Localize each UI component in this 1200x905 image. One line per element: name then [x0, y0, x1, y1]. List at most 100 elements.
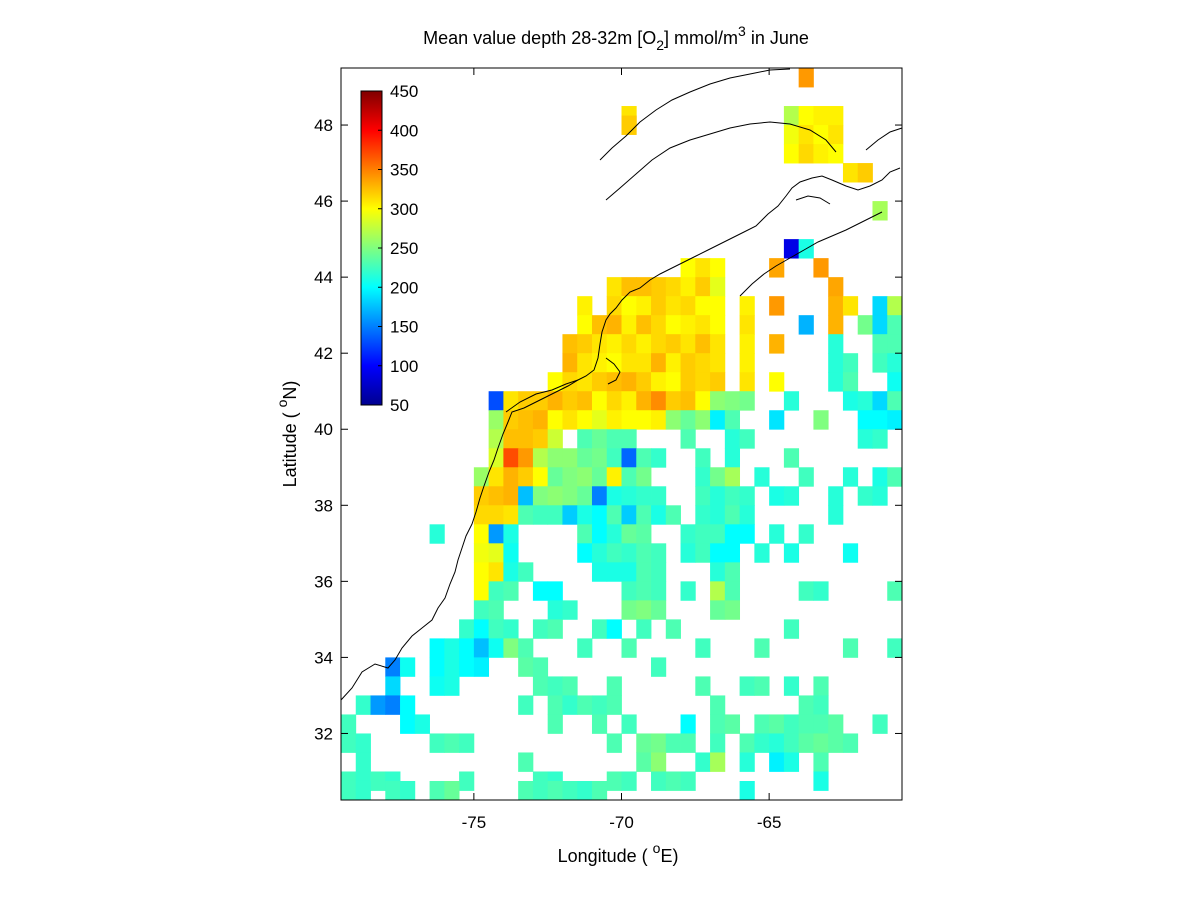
- heatmap-cell: [651, 486, 667, 506]
- heatmap-cell: [591, 410, 608, 430]
- heatmap-cell: [591, 391, 608, 411]
- heatmap-cell: [680, 410, 696, 430]
- heatmap-cell: [651, 771, 667, 791]
- heatmap-cell: [724, 391, 741, 411]
- heatmap-cell: [370, 695, 386, 715]
- heatmap-cell: [680, 771, 696, 791]
- heatmap-cell: [562, 695, 578, 715]
- heatmap-cell: [665, 391, 681, 411]
- heatmap-cell: [680, 258, 696, 278]
- heatmap-cell: [532, 486, 549, 506]
- heatmap-cell: [621, 467, 637, 487]
- heatmap-cell: [636, 505, 652, 525]
- heatmap-cell: [651, 543, 667, 563]
- heatmap-cell: [680, 334, 696, 354]
- chart-title-sup: 3: [738, 23, 746, 39]
- heatmap-cell: [518, 391, 534, 411]
- heatmap-cell: [473, 486, 490, 506]
- heatmap-cell: [695, 372, 711, 392]
- coastline-st-lawrence-north: [599, 68, 791, 161]
- heatmap-cell: [813, 106, 829, 126]
- heatmap-cell: [532, 448, 549, 468]
- heatmap-cell: [887, 638, 903, 658]
- heatmap-cell: [857, 315, 873, 335]
- heatmap-cell: [621, 581, 637, 601]
- heatmap-cell: [577, 543, 593, 563]
- heatmap-cell: [813, 695, 829, 715]
- heatmap-cell: [710, 486, 726, 506]
- heatmap-cell: [813, 125, 829, 145]
- heatmap-cell: [872, 391, 888, 411]
- heatmap-cell: [532, 619, 549, 639]
- heatmap-cell: [828, 277, 844, 297]
- heatmap-cell: [562, 780, 578, 801]
- heatmap-cell: [606, 562, 622, 582]
- heatmap-cell: [488, 486, 504, 506]
- heatmap-cell: [695, 752, 711, 772]
- heatmap-cell: [857, 163, 873, 183]
- heatmap-cell: [562, 410, 578, 430]
- x-axis-label-sup: o: [653, 840, 661, 856]
- heatmap-cell: [591, 315, 608, 335]
- heatmap-cell: [798, 106, 814, 126]
- heatmap-cell: [887, 315, 903, 335]
- heatmap-cell: [591, 619, 608, 639]
- heatmap-cell: [665, 296, 681, 316]
- heatmap-cell: [798, 714, 814, 734]
- heatmap-cell: [724, 486, 741, 506]
- heatmap-cell: [606, 543, 622, 563]
- heatmap-cell: [488, 505, 504, 525]
- heatmap-cell: [783, 543, 800, 563]
- heatmap-cell: [887, 467, 903, 487]
- heatmap-cell: [621, 315, 637, 335]
- heatmap-cell: [562, 505, 578, 525]
- heatmap-cell: [680, 353, 696, 373]
- heatmap-cell: [798, 733, 814, 753]
- heatmap-cell: [695, 638, 711, 658]
- heatmap-cell: [400, 714, 416, 734]
- heatmap-cell: [651, 410, 667, 430]
- heatmap-cell: [636, 353, 652, 373]
- heatmap-cell: [488, 524, 504, 544]
- heatmap-cells: [341, 68, 903, 801]
- heatmap-cell: [473, 543, 490, 563]
- heatmap-cell: [724, 505, 741, 525]
- y-tick-label: 32: [314, 724, 333, 743]
- heatmap-cell: [429, 780, 445, 801]
- heatmap-cell: [400, 657, 416, 677]
- heatmap-cell: [842, 638, 859, 658]
- heatmap-cell: [695, 543, 711, 563]
- heatmap-cell: [798, 144, 814, 164]
- heatmap-cell: [680, 277, 696, 297]
- heatmap-cell: [591, 429, 608, 449]
- y-tick-label: 40: [314, 420, 333, 439]
- heatmap-cell: [828, 315, 844, 335]
- heatmap-cell: [710, 277, 726, 297]
- heatmap-cell: [444, 676, 460, 696]
- heatmap-cell: [606, 448, 622, 468]
- heatmap-cell: [769, 752, 785, 772]
- heatmap-cell: [355, 752, 371, 772]
- heatmap-cell: [547, 780, 563, 801]
- y-axis-ticks: 32 34 36 38 40 42 44 46 48: [314, 116, 902, 743]
- y-axis-label-prefix: Latitude (: [280, 407, 300, 487]
- heatmap-cell: [857, 391, 873, 411]
- heatmap-cell: [606, 372, 622, 392]
- heatmap-cell: [591, 372, 608, 392]
- heatmap-cell: [783, 448, 800, 468]
- heatmap-cell: [473, 562, 490, 582]
- heatmap-cell: [710, 695, 726, 715]
- y-tick-label: 42: [314, 344, 333, 363]
- colorbar-tick-label: 250: [390, 239, 418, 258]
- heatmap-cell: [813, 144, 829, 164]
- heatmap-cell: [473, 657, 490, 677]
- heatmap-cell: [680, 524, 696, 544]
- chart-title: Mean value depth 28-32m [O2] mmol/m3 in …: [423, 23, 809, 53]
- heatmap-cell: [783, 144, 800, 164]
- heatmap-cell: [636, 334, 652, 354]
- heatmap-cell: [872, 467, 888, 487]
- heatmap-cell: [518, 486, 534, 506]
- heatmap-cell: [769, 410, 785, 430]
- heatmap-cell: [828, 733, 844, 753]
- heatmap-cell: [739, 391, 755, 411]
